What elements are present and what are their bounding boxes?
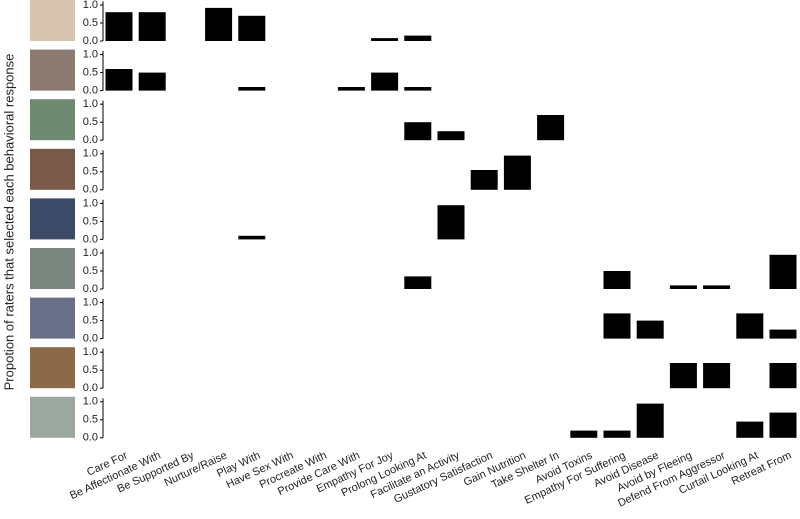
bar [437, 205, 465, 240]
y-tick-label: 1.0 [83, 49, 98, 61]
y-tick-label: 0.5 [83, 166, 98, 178]
bar [603, 430, 631, 438]
bar [703, 363, 731, 389]
y-tick-label: 0.5 [83, 116, 98, 128]
bar [736, 421, 764, 438]
bar [636, 320, 664, 339]
y-tick-label: 0.5 [83, 67, 98, 79]
y-tick-label: 1.0 [83, 0, 98, 11]
bar [138, 12, 166, 41]
bar [337, 87, 365, 91]
y-tick-label: 1.0 [83, 297, 98, 309]
stimulus-photo [30, 347, 75, 389]
bar [636, 403, 664, 438]
bar [503, 155, 531, 190]
stimulus-photo [30, 396, 75, 438]
bar [105, 69, 133, 91]
bar [205, 7, 233, 41]
y-tick-label: 0.5 [83, 414, 98, 426]
bar [669, 363, 697, 389]
bar [105, 12, 133, 41]
bar [769, 254, 797, 289]
stimulus-photo [30, 49, 75, 91]
y-tick-label: 0.0 [83, 35, 98, 47]
bar [603, 271, 631, 289]
y-tick-label: 0.0 [83, 432, 98, 444]
bar [769, 412, 797, 438]
y-tick-label: 1.0 [83, 346, 98, 358]
stimulus-photo [30, 148, 75, 190]
bar [371, 38, 399, 41]
y-tick-label: 0.0 [83, 233, 98, 245]
bar [404, 35, 432, 41]
bar [404, 276, 432, 289]
bar [769, 363, 797, 389]
bar [470, 170, 498, 190]
bar [404, 122, 432, 141]
y-tick-label: 0.5 [83, 364, 98, 376]
bar [238, 87, 266, 91]
y-tick-label: 0.5 [83, 215, 98, 227]
bar [238, 235, 266, 240]
y-axis-label: Propotion of raters that selected each b… [1, 54, 16, 391]
bar [371, 72, 399, 91]
bar [238, 15, 266, 42]
stimulus-photo [30, 248, 75, 289]
stimulus-photo [30, 99, 75, 141]
y-tick-label: 0.0 [83, 134, 98, 146]
bar [404, 87, 432, 91]
stimulus-photo [30, 297, 75, 339]
bar [703, 285, 731, 289]
y-tick-label: 0.5 [83, 265, 98, 277]
y-tick-label: 0.5 [83, 17, 98, 29]
bar [769, 329, 797, 339]
y-tick-label: 1.0 [83, 98, 98, 110]
bar [138, 72, 166, 91]
y-tick-label: 0.0 [83, 333, 98, 345]
bar [736, 313, 764, 339]
bar [570, 430, 598, 438]
y-tick-label: 0.0 [83, 283, 98, 295]
bar [603, 313, 631, 339]
bar [537, 115, 565, 141]
y-tick-label: 1.0 [83, 247, 98, 259]
bar [669, 285, 697, 289]
bar [437, 131, 465, 141]
y-tick-label: 0.0 [83, 382, 98, 394]
stimulus-photo [30, 0, 75, 41]
y-tick-label: 1.0 [83, 148, 98, 160]
y-tick-label: 0.0 [83, 184, 98, 196]
stimulus-photo [30, 198, 75, 240]
y-tick-label: 1.0 [83, 396, 98, 408]
y-tick-label: 1.0 [83, 197, 98, 209]
y-tick-label: 0.5 [83, 315, 98, 327]
y-tick-label: 0.0 [83, 85, 98, 97]
